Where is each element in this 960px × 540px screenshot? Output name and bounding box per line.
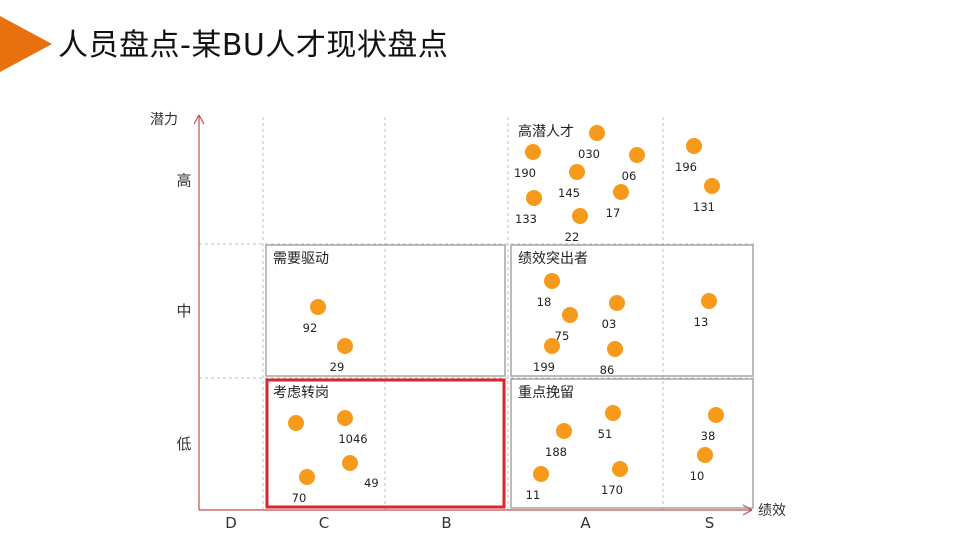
data-point-label: 17 bbox=[606, 206, 621, 220]
data-point-label: 49 bbox=[364, 476, 379, 490]
data-point bbox=[607, 341, 623, 357]
data-point-label: 51 bbox=[598, 427, 613, 441]
data-point-label: 10 bbox=[690, 469, 705, 483]
region-box bbox=[510, 378, 754, 509]
data-point bbox=[572, 208, 588, 224]
data-point bbox=[609, 295, 625, 311]
data-point-label: 22 bbox=[565, 230, 580, 244]
data-point-label: 18 bbox=[537, 295, 552, 309]
data-point bbox=[299, 469, 315, 485]
data-point bbox=[697, 447, 713, 463]
page-title: 人员盘点-某BU人才现状盘点 bbox=[58, 28, 449, 63]
data-point-label: 92 bbox=[303, 321, 318, 335]
region-boxes bbox=[265, 244, 754, 509]
region-label: 重点挽留 bbox=[518, 385, 574, 401]
data-point bbox=[686, 138, 702, 154]
data-points: 030 190 06 145 17 133 22 196 131 92 29 18 03 75 199 86 1… bbox=[288, 125, 724, 505]
data-point-label: 188 bbox=[545, 445, 567, 459]
region-box bbox=[510, 244, 754, 377]
data-point bbox=[612, 461, 628, 477]
data-point-label: 86 bbox=[600, 363, 615, 377]
data-point bbox=[589, 125, 605, 141]
data-point bbox=[562, 307, 578, 323]
data-point bbox=[701, 293, 717, 309]
y-axis-arrow bbox=[198, 114, 205, 125]
data-point-label: 131 bbox=[693, 200, 715, 214]
data-point-label: 145 bbox=[558, 186, 580, 200]
x-tick-label: S bbox=[705, 514, 715, 532]
axes bbox=[193, 114, 753, 516]
y-tick-label: 低 bbox=[176, 435, 191, 453]
x-axis-arrow bbox=[742, 504, 753, 511]
data-point-label: 38 bbox=[701, 429, 716, 443]
highlight-region-box bbox=[265, 378, 506, 509]
grid-lines bbox=[199, 117, 756, 510]
x-tick-label: C bbox=[319, 514, 329, 532]
x-axis-arrow bbox=[742, 509, 753, 516]
data-point bbox=[544, 338, 560, 354]
region-label: 绩效突出者 bbox=[518, 251, 588, 267]
data-point bbox=[556, 423, 572, 439]
x-axis-title: 绩效 bbox=[758, 503, 786, 519]
data-point-label: 199 bbox=[533, 360, 555, 374]
data-point-label: 133 bbox=[515, 212, 537, 226]
data-point bbox=[605, 405, 621, 421]
data-point-label: 11 bbox=[526, 488, 541, 502]
region-box bbox=[265, 244, 506, 377]
data-point bbox=[704, 178, 720, 194]
data-point bbox=[288, 415, 304, 431]
y-tick-label: 中 bbox=[176, 302, 191, 320]
data-point bbox=[342, 455, 358, 471]
x-tick-label: D bbox=[225, 514, 237, 532]
data-point-label: 03 bbox=[602, 317, 617, 331]
data-point bbox=[533, 466, 549, 482]
corner-arrow-icon bbox=[0, 16, 52, 72]
x-tick-label: B bbox=[441, 514, 451, 532]
data-point-label: 030 bbox=[578, 147, 600, 161]
data-point bbox=[569, 164, 585, 180]
data-point bbox=[310, 299, 326, 315]
data-point bbox=[526, 190, 542, 206]
data-point bbox=[525, 144, 541, 160]
data-point-label: 196 bbox=[675, 160, 697, 174]
region-label: 高潜人才 bbox=[518, 123, 574, 140]
y-axis-arrow bbox=[193, 114, 200, 125]
x-tick-label: A bbox=[580, 514, 591, 532]
region-label: 需要驱动 bbox=[273, 251, 329, 267]
data-point bbox=[708, 407, 724, 423]
data-point-label: 70 bbox=[292, 491, 307, 505]
data-point-label: 29 bbox=[330, 360, 345, 374]
data-point bbox=[613, 184, 629, 200]
data-point-label: 1046 bbox=[338, 432, 367, 446]
data-point bbox=[629, 147, 645, 163]
data-point-label: 75 bbox=[555, 329, 570, 343]
data-point-label: 13 bbox=[694, 315, 709, 329]
data-point bbox=[544, 273, 560, 289]
data-point-label: 190 bbox=[514, 166, 536, 180]
data-point-label: 170 bbox=[601, 483, 623, 497]
data-point bbox=[337, 338, 353, 354]
data-point bbox=[337, 410, 353, 426]
data-point-label: 06 bbox=[622, 169, 637, 183]
y-tick-label: 高 bbox=[176, 172, 191, 190]
region-label: 考虑转岗 bbox=[273, 385, 329, 401]
y-axis-title: 潜力 bbox=[150, 112, 178, 128]
